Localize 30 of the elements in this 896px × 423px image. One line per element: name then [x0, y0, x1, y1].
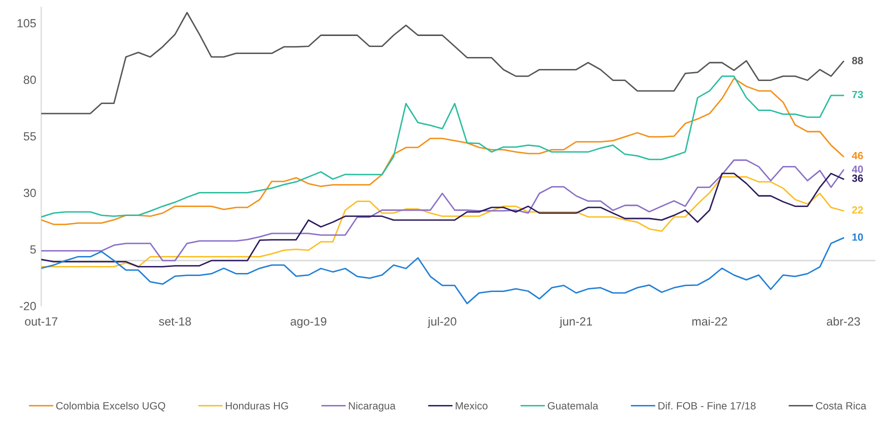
x-tick-label: set-18 — [158, 317, 191, 326]
data-label: 36 — [852, 174, 863, 182]
data-label: 88 — [852, 56, 864, 64]
data-label: 10 — [852, 233, 863, 241]
x-tick-label: mai-22 — [692, 316, 728, 326]
legend-label: Colombia Excelso UGQ — [56, 402, 166, 412]
x-tick-label: jul-20 — [428, 316, 456, 328]
legend-label: Nicaragua — [348, 402, 396, 412]
legend-label: Mexico — [456, 402, 488, 410]
legend-label: Costa Rica — [816, 402, 866, 410]
x-tick-label: out-17 — [24, 317, 58, 326]
legend-label: Guatemala — [548, 402, 598, 410]
legend-label: Dif. FOB - Fine 17/18 — [658, 402, 756, 410]
data-label: 22 — [852, 206, 863, 214]
data-label: 73 — [852, 90, 863, 98]
data-label: 40 — [852, 166, 863, 173]
y-tick-label: 80 — [24, 76, 36, 84]
line-series — [41, 12, 844, 114]
x-tick-label: jun-21 — [559, 316, 592, 328]
x-tick-label: abr-23 — [826, 316, 860, 326]
y-tick-label: -20 — [20, 302, 36, 310]
data-label: 46 — [852, 152, 863, 160]
line-series — [41, 159, 844, 262]
y-tick-label: 105 — [18, 19, 36, 28]
line-series — [41, 237, 844, 304]
y-tick-label: 55 — [24, 132, 36, 141]
legend-label: Honduras HG — [226, 402, 288, 410]
y-tick-label: 5 — [30, 245, 36, 254]
x-tick-label: ago-19 — [290, 317, 326, 328]
y-tick-label: 30 — [24, 188, 36, 198]
